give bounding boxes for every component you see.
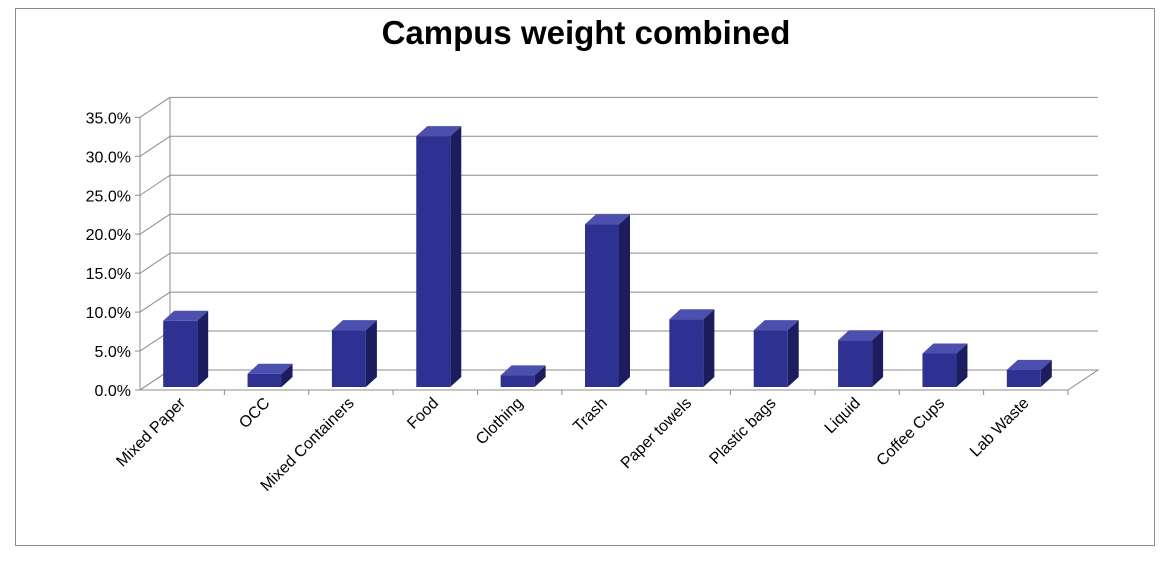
bar-front xyxy=(922,353,957,387)
x-tick-label: Plastic bags xyxy=(707,395,780,468)
x-tick-label: Mixed Paper xyxy=(113,394,189,470)
bar-top xyxy=(1006,359,1052,370)
grid-layer xyxy=(139,96,1098,391)
bar-front xyxy=(838,340,873,387)
x-tick-label: Mixed Containers xyxy=(258,395,358,495)
x-tick-label: Food xyxy=(404,395,442,433)
bar xyxy=(669,309,715,387)
bar-top xyxy=(585,214,630,225)
bar-top xyxy=(838,330,884,341)
chart-floor xyxy=(138,369,1100,391)
bar xyxy=(753,320,799,387)
bar-top xyxy=(500,365,546,376)
bar-top xyxy=(416,126,462,137)
y-tick-label: 10.0% xyxy=(86,305,131,322)
side-gridline xyxy=(139,96,171,118)
bar xyxy=(585,214,630,387)
bar-side xyxy=(197,310,209,387)
bar-top xyxy=(331,320,377,331)
x-tick-label: Paper towels xyxy=(618,395,695,472)
x-tick-label: OCC xyxy=(236,395,273,432)
bars xyxy=(163,126,1052,388)
bar xyxy=(1006,359,1052,387)
bar xyxy=(416,126,462,388)
y-tick-label: 25.0% xyxy=(86,188,131,205)
side-gridline xyxy=(139,174,171,196)
bar-top xyxy=(753,320,799,331)
side-gridline xyxy=(139,213,171,235)
bar-top xyxy=(922,343,968,354)
y-tick-label: 5.0% xyxy=(95,344,131,361)
side-gridline xyxy=(139,291,171,313)
y-tick-label: 20.0% xyxy=(86,227,131,244)
bar xyxy=(247,363,293,387)
bar xyxy=(500,365,546,387)
bar xyxy=(922,343,968,387)
y-tick-labels: 0.0% 5.0% 10.0% 15.0% 20.0% 25.0% 30.0% 35.0% xyxy=(86,110,131,400)
x-tick-label: Trash xyxy=(570,395,611,436)
bar-side xyxy=(450,126,462,388)
bar-side xyxy=(787,320,799,387)
bar xyxy=(331,320,377,387)
bar-front xyxy=(669,319,704,387)
bar-side xyxy=(1040,359,1052,387)
bar-side xyxy=(872,330,884,387)
y-tick-label: 30.0% xyxy=(86,149,131,166)
x-tick-label: Lab Waste xyxy=(967,395,1033,461)
bar-front xyxy=(500,375,535,387)
side-gridline xyxy=(139,252,171,274)
bar-front xyxy=(331,330,366,387)
y-tick-label: 0.0% xyxy=(95,383,131,400)
bar-side xyxy=(534,365,546,387)
bar-front xyxy=(1006,369,1041,387)
bar-top xyxy=(247,363,293,374)
bar xyxy=(163,310,209,387)
x-tick-label: Coffee Cups xyxy=(874,395,949,470)
bar-top xyxy=(669,309,715,320)
bar xyxy=(838,330,884,387)
bar-side xyxy=(365,320,377,387)
y-tick-label: 15.0% xyxy=(86,266,131,283)
chart-title: Campus weight combined xyxy=(381,14,791,51)
x-tick-label: Liquid xyxy=(822,395,864,437)
y-tick-label: 35.0% xyxy=(86,110,131,127)
bar-side xyxy=(281,363,293,387)
bar-front xyxy=(247,373,282,387)
x-tick-label: Clothing xyxy=(473,395,527,449)
bar-side xyxy=(619,214,630,387)
bar-top xyxy=(163,310,209,321)
bar-side xyxy=(956,343,968,387)
bar-front xyxy=(753,330,788,387)
side-gridline xyxy=(139,135,171,157)
bar-front xyxy=(416,136,451,387)
bar-front xyxy=(163,320,198,387)
bar-side xyxy=(703,309,715,387)
bar-front xyxy=(585,224,619,387)
